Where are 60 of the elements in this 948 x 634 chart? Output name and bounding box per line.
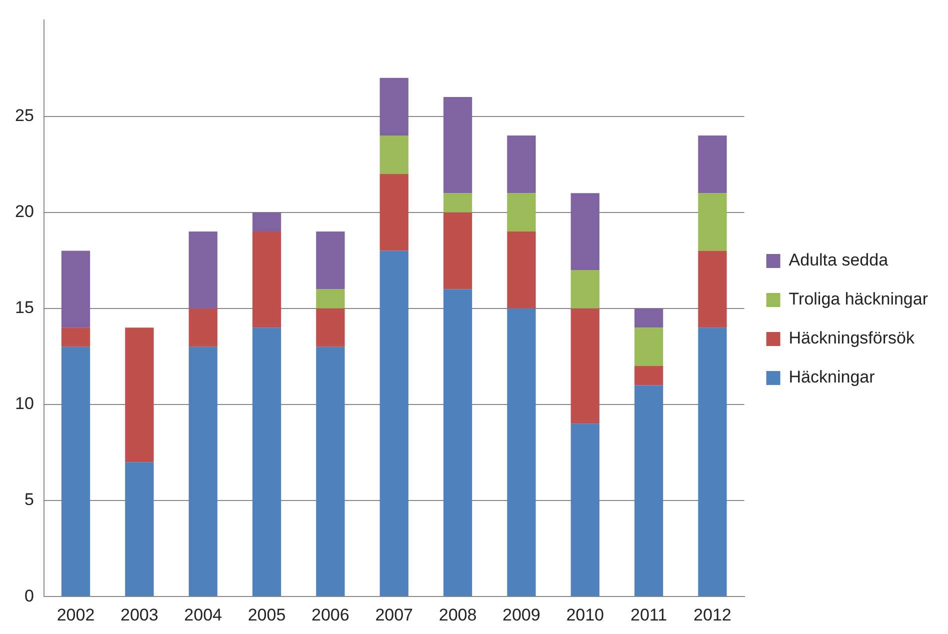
bar <box>316 308 345 347</box>
bar <box>634 385 664 596</box>
y-tick-label: 15 <box>14 298 34 318</box>
bar <box>252 328 282 596</box>
bar <box>188 346 218 596</box>
bar <box>443 212 472 290</box>
y-tick-label: 5 <box>24 490 34 510</box>
bar <box>61 328 90 347</box>
bar <box>698 193 727 251</box>
legend-label: Adulta sedda <box>788 250 889 270</box>
y-tick-label: 20 <box>14 202 34 222</box>
bar <box>698 250 727 328</box>
legend-label: Häckningar <box>788 368 876 387</box>
bar <box>316 346 345 596</box>
bar <box>570 308 600 424</box>
bar <box>443 289 472 596</box>
bar <box>61 346 90 596</box>
x-tick-label: 2003 <box>120 605 158 624</box>
x-tick-label: 2011 <box>630 605 668 624</box>
bar <box>380 174 408 251</box>
bar <box>380 78 408 136</box>
bar <box>316 289 345 308</box>
bar <box>125 328 154 462</box>
bar <box>380 135 408 174</box>
bar <box>507 135 536 194</box>
legend-label: Troliga häckningar <box>788 290 928 309</box>
bar <box>570 424 600 596</box>
bar <box>507 193 536 232</box>
bar <box>443 97 472 194</box>
bar <box>125 462 154 596</box>
x-tick-label: 2012 <box>694 605 732 624</box>
bar <box>634 366 664 386</box>
bar <box>188 232 218 308</box>
bar <box>380 250 408 596</box>
bar <box>570 270 600 308</box>
bar <box>61 250 90 328</box>
bar <box>507 308 536 596</box>
x-tick-label: 2005 <box>248 605 286 624</box>
bar <box>443 193 472 212</box>
x-tick-label: 2006 <box>312 605 350 624</box>
bar <box>316 232 345 290</box>
x-tick-label: 2004 <box>184 605 222 624</box>
legend-label: Häckningsförsök <box>788 328 915 348</box>
bar <box>252 232 282 328</box>
bar <box>188 308 218 347</box>
bar <box>634 308 664 328</box>
x-tick-label: 2007 <box>375 605 414 624</box>
x-tick-label: 2010 <box>566 605 604 624</box>
bar <box>634 328 664 366</box>
bar <box>698 135 727 194</box>
y-tick-label: 25 <box>14 106 34 125</box>
bar <box>570 193 600 270</box>
bar <box>507 232 536 308</box>
y-tick-label: 0 <box>24 586 34 606</box>
x-tick-label: 2008 <box>438 605 477 624</box>
bar <box>252 212 282 232</box>
bar <box>698 328 727 596</box>
x-tick-label: 2009 <box>502 605 540 624</box>
y-tick-label: 10 <box>14 394 34 414</box>
x-tick-label: 2002 <box>56 605 95 624</box>
